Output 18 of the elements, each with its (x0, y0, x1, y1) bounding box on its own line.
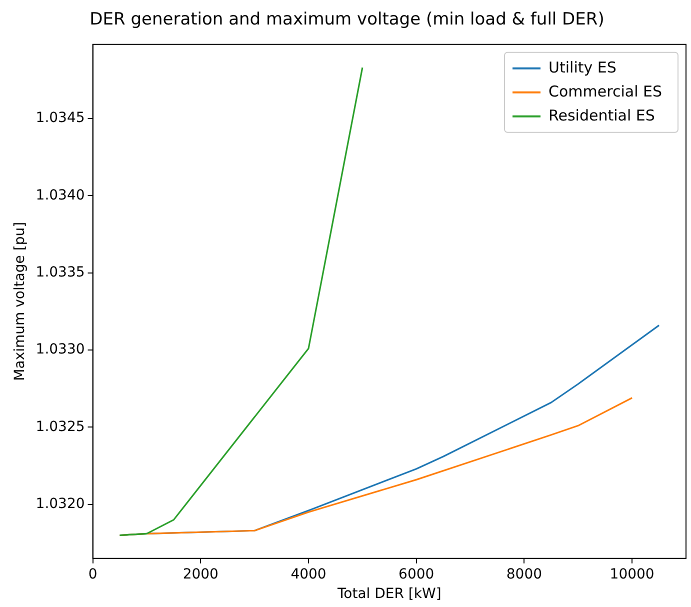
y-tick-label: 1.0325 (36, 418, 85, 435)
y-axis-title: Maximum voltage [pu] (12, 222, 28, 381)
legend-label: Residential ES (548, 106, 655, 124)
x-tick-label: 2000 (182, 566, 218, 582)
chart-title: DER generation and maximum voltage (min load & full DER) (90, 10, 604, 30)
y-tick-label: 1.0335 (36, 264, 85, 280)
y-tick-label: 1.0340 (36, 187, 85, 204)
x-tick-label: 4000 (290, 566, 326, 582)
y-tick-label: 1.0345 (36, 110, 85, 126)
legend-label: Commercial ES (548, 82, 662, 100)
y-tick-label: 1.0320 (36, 496, 85, 512)
x-tick-label: 6000 (398, 566, 434, 582)
x-tick-label: 0 (88, 566, 98, 582)
x-tick-label: 10000 (610, 566, 654, 582)
x-tick-label: 8000 (506, 566, 542, 582)
x-axis-title: Total DER [kW] (336, 586, 442, 602)
y-tick-label: 1.0330 (36, 342, 85, 358)
legend-label: Utility ES (548, 58, 616, 76)
